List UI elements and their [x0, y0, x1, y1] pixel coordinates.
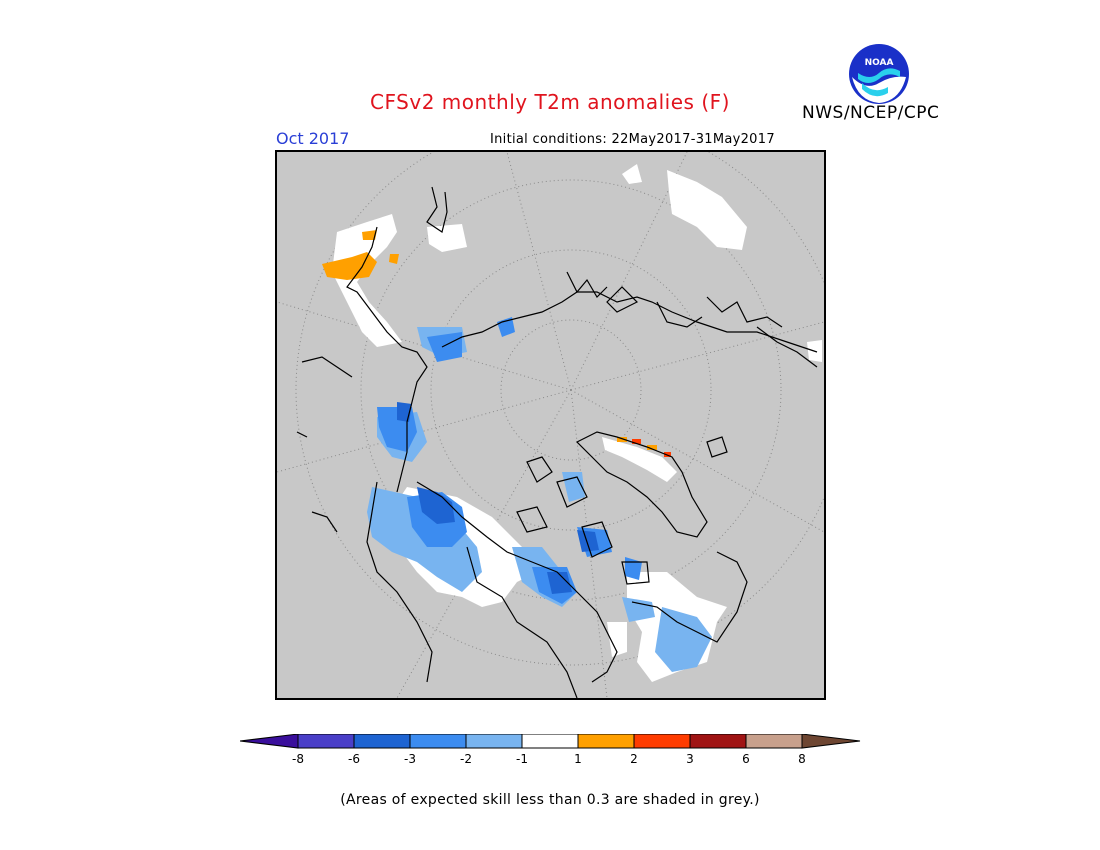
legend-tick-label: 1 [574, 752, 582, 766]
noaa-logo-text: NOAA [865, 58, 894, 68]
anomaly-orange-areas [322, 230, 657, 450]
noaa-logo: NOAA [848, 43, 910, 105]
initial-conditions: Initial conditions: 22May2017-31May2017 [490, 132, 775, 147]
legend-tick-label: -8 [292, 752, 304, 766]
polar-map [275, 150, 826, 700]
legend-box [465, 733, 523, 749]
legend-box [689, 733, 747, 749]
legend-tick-label: 2 [630, 752, 638, 766]
coastlines [296, 186, 818, 698]
agency-label: NWS/NCEP/CPC [802, 103, 940, 123]
legend-color-boxes [239, 733, 861, 749]
legend-tick-label: 3 [686, 752, 694, 766]
legend-box [633, 733, 691, 749]
legend-tick-label: -6 [348, 752, 360, 766]
legend-tick-label: -3 [404, 752, 416, 766]
legend-box-underflow [239, 733, 299, 749]
legend-tick-label: -1 [516, 752, 528, 766]
legend-box [353, 733, 411, 749]
legend-tick-label: -2 [460, 752, 472, 766]
color-legend [239, 733, 862, 756]
legend-tick-label: 6 [742, 752, 750, 766]
legend-box [577, 733, 635, 749]
legend-box [409, 733, 467, 749]
skill-note: (Areas of expected skill less than 0.3 a… [340, 792, 760, 808]
chart-title: CFSv2 monthly T2m anomalies (F) [370, 90, 730, 114]
legend-box-overflow [801, 733, 861, 749]
legend-tick-label: 8 [798, 752, 806, 766]
forecast-month: Oct 2017 [276, 129, 350, 148]
anomaly-dark-blue-areas [397, 402, 599, 594]
legend-box [745, 733, 803, 749]
legend-box [297, 733, 355, 749]
legend-box [521, 733, 579, 749]
